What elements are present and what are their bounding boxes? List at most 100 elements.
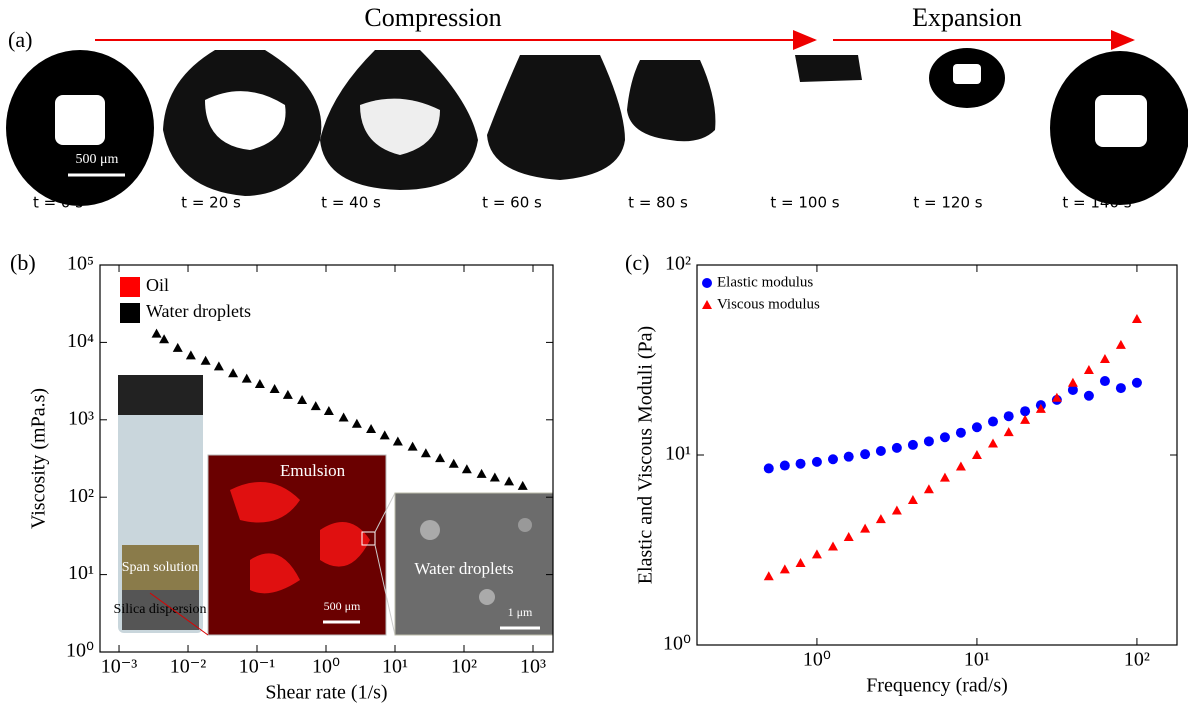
point bbox=[844, 452, 854, 462]
y-tick-label: 10⁵ bbox=[67, 253, 94, 275]
scale-label: 500 μm bbox=[76, 152, 119, 167]
plot-frame bbox=[697, 265, 1177, 645]
x-tick-label: 10⁻¹ bbox=[239, 656, 276, 678]
time-label: t = 0 s bbox=[33, 194, 83, 212]
legend-label: Viscous modulus bbox=[717, 296, 820, 312]
point bbox=[828, 541, 838, 550]
point bbox=[1084, 365, 1094, 374]
point bbox=[339, 413, 349, 422]
droplet bbox=[627, 60, 715, 141]
droplet-image bbox=[479, 589, 495, 605]
y-tick-label: 10² bbox=[665, 253, 691, 275]
x-tick-label: 10⁰ bbox=[803, 649, 831, 671]
point bbox=[764, 571, 774, 580]
point bbox=[908, 495, 918, 504]
point bbox=[518, 481, 528, 490]
x-tick-label: 10⁰ bbox=[312, 656, 340, 678]
point bbox=[1004, 427, 1014, 436]
point bbox=[892, 443, 902, 453]
point bbox=[1100, 376, 1110, 386]
y-tick-label: 10⁰ bbox=[66, 640, 94, 662]
time-label: t = 20 s bbox=[181, 194, 241, 212]
time-label: t = 60 s bbox=[482, 194, 542, 212]
vial-cap bbox=[118, 375, 203, 415]
panel-a: (a) Compression Expansion 500 μm t = 0 s… bbox=[6, 3, 1188, 212]
y-tick-label: 10⁰ bbox=[663, 633, 691, 655]
point bbox=[956, 461, 966, 470]
panel-label: (b) bbox=[10, 250, 36, 275]
droplet bbox=[487, 55, 625, 180]
time-label: t = 80 s bbox=[628, 194, 688, 212]
point bbox=[214, 361, 224, 370]
point bbox=[764, 463, 774, 473]
inset-label: 500 μm bbox=[324, 599, 361, 613]
droplet-highlight bbox=[1095, 95, 1147, 147]
y-axis-title: Viscosity (mPa.s) bbox=[28, 388, 50, 529]
droplet bbox=[795, 55, 862, 82]
compression-label: Compression bbox=[364, 3, 501, 32]
x-tick-label: 10⁻² bbox=[170, 656, 207, 678]
point bbox=[201, 356, 211, 365]
point bbox=[490, 472, 500, 481]
point bbox=[186, 350, 196, 359]
point bbox=[366, 424, 376, 433]
point bbox=[812, 549, 822, 558]
point bbox=[462, 464, 472, 473]
legend-swatch bbox=[120, 277, 140, 297]
point bbox=[477, 469, 487, 478]
legend-label: Water droplets bbox=[146, 301, 251, 321]
expansion-label: Expansion bbox=[912, 3, 1022, 32]
inset-label: Silica dispersion bbox=[114, 602, 207, 617]
point bbox=[270, 384, 280, 393]
inset-label: Water droplets bbox=[414, 559, 513, 578]
point bbox=[780, 461, 790, 471]
x-tick-label: 10¹ bbox=[964, 649, 990, 671]
point bbox=[908, 440, 918, 450]
inset-label: 1 μm bbox=[508, 605, 533, 619]
point bbox=[796, 558, 806, 567]
time-label: t = 100 s bbox=[770, 194, 839, 212]
point bbox=[297, 395, 307, 404]
point bbox=[1020, 406, 1030, 416]
y-axis-title: Elastic and Viscous Moduli (Pa) bbox=[635, 326, 657, 584]
point bbox=[1004, 411, 1014, 421]
point bbox=[255, 379, 265, 388]
point bbox=[1116, 383, 1126, 393]
y-tick-label: 10³ bbox=[68, 407, 94, 429]
y-tick-label: 10² bbox=[68, 485, 94, 507]
x-tick-label: 10¹ bbox=[382, 656, 408, 678]
point bbox=[380, 430, 390, 439]
point bbox=[152, 329, 162, 338]
legend-label: Elastic modulus bbox=[717, 274, 813, 290]
y-tick-label: 10¹ bbox=[68, 562, 94, 584]
point bbox=[1100, 354, 1110, 363]
point bbox=[159, 334, 169, 343]
x-tick-label: 10² bbox=[451, 656, 477, 678]
inset-label: Span solution bbox=[122, 560, 199, 575]
x-tick-label: 10⁻³ bbox=[101, 656, 138, 678]
droplet-image bbox=[420, 520, 440, 540]
point bbox=[393, 436, 403, 445]
point bbox=[972, 422, 982, 432]
x-tick-label: 10³ bbox=[520, 656, 546, 678]
point bbox=[242, 374, 252, 383]
panel-label: (c) bbox=[625, 250, 649, 275]
point bbox=[1116, 340, 1126, 349]
point bbox=[435, 453, 445, 462]
point bbox=[283, 390, 293, 399]
legend-marker bbox=[702, 278, 712, 288]
point bbox=[876, 514, 886, 523]
point bbox=[173, 343, 183, 352]
figure: (a) Compression Expansion 500 μm t = 0 s… bbox=[0, 0, 1188, 704]
point bbox=[1068, 378, 1078, 387]
point bbox=[844, 532, 854, 541]
point bbox=[228, 368, 238, 377]
point bbox=[449, 459, 459, 468]
x-tick-label: 10² bbox=[1124, 649, 1150, 671]
y-tick-label: 10¹ bbox=[665, 443, 691, 465]
panel-label: (a) bbox=[8, 27, 32, 52]
point bbox=[324, 406, 334, 415]
point bbox=[988, 417, 998, 427]
point bbox=[828, 454, 838, 464]
point bbox=[860, 449, 870, 459]
